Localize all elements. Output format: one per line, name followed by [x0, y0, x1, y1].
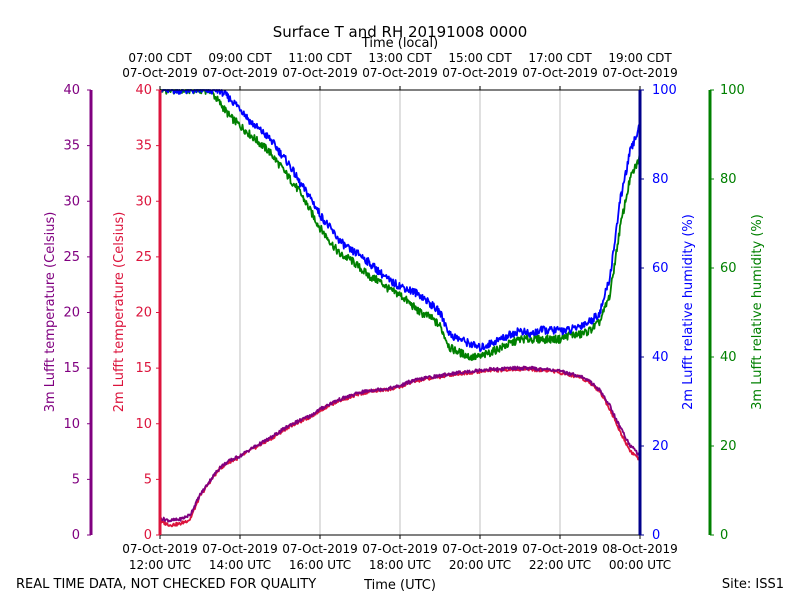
x-tick-label-time: 12:00 UTC [129, 558, 191, 572]
top-tick-label-time: 19:00 CDT [608, 51, 672, 65]
temp2m-tick-label: 35 [135, 139, 152, 154]
x-tick-label-date: 08-Oct-2019 [602, 542, 678, 556]
top-tick-label-date: 07-Oct-2019 [122, 66, 198, 80]
top-tick-label-time: 15:00 CDT [448, 51, 512, 65]
temp2m-tick-label: 40 [135, 83, 152, 98]
temp3m-tick-label: 10 [63, 417, 80, 432]
y-label-temp3m: 3m Lufft temperature (Celsius) [43, 212, 58, 413]
x-tick-label-time: 14:00 UTC [209, 558, 271, 572]
y-label-temp2m: 2m Lufft temperature (Celsius) [112, 212, 127, 413]
top-tick-label-time: 13:00 CDT [368, 51, 432, 65]
temp3m-tick-label: 25 [63, 250, 80, 265]
top-tick-label-time: 09:00 CDT [208, 51, 272, 65]
rh2m-tick-label: 20 [652, 439, 669, 454]
rh3m-tick-label: 20 [720, 439, 737, 454]
top-tick-label-date: 07-Oct-2019 [362, 66, 438, 80]
footer-quality-note: REAL TIME DATA, NOT CHECKED FOR QUALITY [16, 577, 316, 592]
temp2m-tick-label: 5 [144, 472, 152, 487]
temp3m-tick-label: 0 [72, 528, 80, 543]
x-tick-label-time: 20:00 UTC [449, 558, 511, 572]
temp3m-tick-label: 35 [63, 139, 80, 154]
series-lines [159, 89, 641, 528]
temp2m-tick-label: 10 [135, 417, 152, 432]
rh3m-tick-label: 40 [720, 350, 737, 365]
y-label-rh3m: 3m Lufft relative humidity (%) [750, 214, 765, 410]
temp3m-tick-label: 20 [63, 306, 80, 321]
temp3m-tick-label: 40 [63, 83, 80, 98]
temp2m-tick-label: 0 [144, 528, 152, 543]
temp2m-tick-label: 15 [135, 361, 152, 376]
x-tick-label-date: 07-Oct-2019 [522, 542, 598, 556]
x-tick-label-time: 00:00 UTC [609, 558, 671, 572]
top-tick-label-time: 07:00 CDT [128, 51, 192, 65]
temp2m-tick-label: 20 [135, 306, 152, 321]
top-tick-label-date: 07-Oct-2019 [202, 66, 278, 80]
x-tick-label-time: 16:00 UTC [289, 558, 351, 572]
top-tick-label-date: 07-Oct-2019 [282, 66, 358, 80]
top-tick-label-time: 17:00 CDT [528, 51, 592, 65]
rh3m-tick-label: 0 [720, 528, 728, 543]
rh2m-tick-label: 60 [652, 261, 669, 276]
rh2m-tick-label: 0 [652, 528, 660, 543]
x-tick-label-date: 07-Oct-2019 [122, 542, 198, 556]
rh3m-tick-label: 100 [720, 83, 745, 98]
temp3m-tick-label: 5 [72, 472, 80, 487]
gridlines [239, 90, 561, 535]
temp2m-tick-label: 25 [135, 250, 152, 265]
chart-title: Surface T and RH 20191008 0000 [273, 23, 528, 41]
x-tick-label-date: 07-Oct-2019 [202, 542, 278, 556]
temp3m-tick-label: 30 [63, 194, 80, 209]
temp2m-tick-label: 30 [135, 194, 152, 209]
x-tick-label-date: 07-Oct-2019 [442, 542, 518, 556]
rh2m-tick-label: 40 [652, 350, 669, 365]
rh3m-tick-label: 60 [720, 261, 737, 276]
top-tick-label-date: 07-Oct-2019 [442, 66, 518, 80]
series-line-rh3m [159, 89, 641, 362]
temp3m-tick-label: 15 [63, 361, 80, 376]
x-tick-label-time: 22:00 UTC [529, 558, 591, 572]
series-line-t3m [159, 365, 641, 523]
x-tick-label-date: 07-Oct-2019 [282, 542, 358, 556]
footer-site: Site: ISS1 [722, 577, 784, 592]
top-tick-label-time: 11:00 CDT [288, 51, 352, 65]
x-axis-label: Time (UTC) [363, 578, 436, 593]
series-line-rh2m [159, 89, 641, 352]
x-tick-label-date: 07-Oct-2019 [362, 542, 438, 556]
rh2m-tick-label: 100 [652, 83, 677, 98]
rh3m-tick-label: 80 [720, 172, 737, 187]
x-tick-label-time: 18:00 UTC [369, 558, 431, 572]
axis-ticks: 07-Oct-2019 12:00 UTC 07-Oct-2019 14:00 UTC… [63, 51, 744, 572]
top-tick-label-date: 07-Oct-2019 [522, 66, 598, 80]
y-label-rh2m: 2m Lufft relative humidity (%) [681, 214, 696, 410]
top-axis-label: Time (local) [361, 36, 438, 51]
rh2m-tick-label: 80 [652, 172, 669, 187]
top-tick-label-date: 07-Oct-2019 [602, 66, 678, 80]
